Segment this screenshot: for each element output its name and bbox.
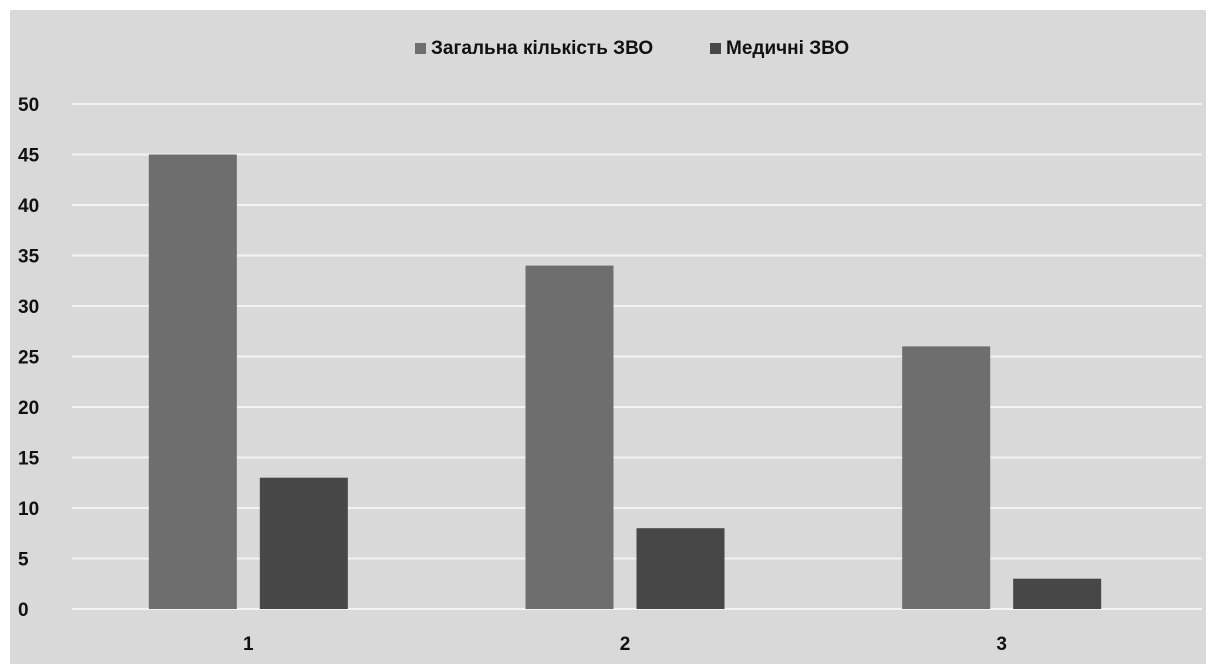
y-tick-label: 20 [18,398,39,419]
x-axis-categories: 1 2 3 [243,634,1007,655]
y-axis-ticks: 0 5 10 15 20 25 30 35 40 45 50 [18,95,40,621]
y-tick-label: 30 [18,297,39,318]
legend-swatch [710,43,721,54]
chart-area: 0 5 10 15 20 25 30 35 40 45 50 1 2 3 Загальна кількі… [10,10,1206,664]
legend-label: Загальна кількість ЗВО [431,38,653,59]
x-category-label: 3 [996,634,1007,655]
legend: Загальна кількість ЗВО Медичні ЗВО [415,38,849,59]
y-tick-label: 25 [18,348,40,369]
bar-medical [636,528,725,609]
x-category-label: 1 [243,634,254,655]
y-tick-label: 50 [18,95,39,116]
y-tick-label: 45 [18,146,40,167]
bar-medical [259,477,348,609]
x-category-label: 2 [620,634,631,655]
bar-total [525,265,614,609]
y-tick-label: 15 [18,449,40,470]
legend-swatch [415,43,426,54]
bar-chart: 0 5 10 15 20 25 30 35 40 45 50 1 2 3 Загальна кількі… [18,38,1202,655]
y-tick-label: 40 [18,196,39,217]
bar-total [902,346,991,609]
bar-total [148,154,237,609]
legend-label: Медичні ЗВО [726,38,849,59]
y-tick-label: 5 [18,550,29,571]
bar-medical [1013,578,1102,609]
y-tick-label: 35 [18,247,40,268]
y-tick-label: 10 [18,499,39,520]
bars [148,154,1102,609]
y-tick-label: 0 [18,600,29,621]
